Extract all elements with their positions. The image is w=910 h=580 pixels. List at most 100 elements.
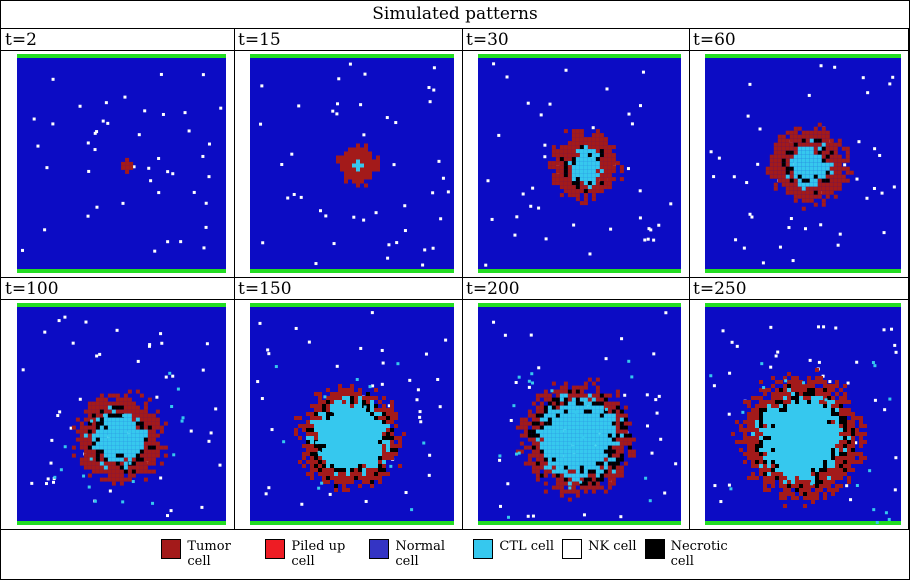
tumor-cell <box>592 177 596 181</box>
tumor-cell <box>354 440 358 444</box>
tumor-cell <box>352 164 356 168</box>
tumor-cell <box>129 166 133 170</box>
tumor-cell <box>818 195 822 199</box>
tumor-cell <box>556 153 560 157</box>
tumor-cell <box>759 452 763 456</box>
tumor-cell <box>811 448 815 452</box>
tumor-cell <box>815 436 819 440</box>
tumor-cell <box>608 482 612 486</box>
tumor-cell <box>779 472 783 476</box>
tumor-cell <box>108 474 112 478</box>
tumor-cell <box>564 418 568 422</box>
tumor-cell <box>576 446 580 450</box>
tumor-cell <box>326 388 330 392</box>
tumor-cell <box>358 468 362 472</box>
tumor-cell <box>572 386 576 390</box>
tumor-cell <box>128 438 132 442</box>
tumor-cell <box>576 490 580 494</box>
tumor-cell <box>72 426 76 430</box>
tumor-cell <box>827 404 831 408</box>
tumor-cell <box>823 424 827 428</box>
tumor-cell <box>751 428 755 432</box>
tumor-cell <box>338 448 342 452</box>
tumor-cell <box>302 428 306 432</box>
ctl-cell <box>103 414 106 417</box>
tumor-cell <box>803 404 807 408</box>
tumor-cell <box>847 452 851 456</box>
tumor-cell <box>342 480 346 484</box>
nk-cell <box>365 500 368 503</box>
tumor-cell <box>831 492 835 496</box>
nk-cell <box>95 206 98 209</box>
tumor-cell <box>370 472 374 476</box>
tumor-cell <box>802 159 806 163</box>
nk-cell <box>381 383 384 386</box>
tumor-cell <box>584 478 588 482</box>
border-strip <box>17 521 226 525</box>
nk-cell <box>45 166 48 169</box>
tumor-cell <box>795 468 799 472</box>
ctl-cell <box>630 375 633 378</box>
tumor-cell <box>628 442 632 446</box>
tumor-cell <box>346 420 350 424</box>
nk-cell <box>58 319 61 322</box>
nk-cell <box>669 202 672 205</box>
tumor-cell <box>568 498 572 502</box>
tumor-cell <box>140 426 144 430</box>
tumor-cell <box>548 430 552 434</box>
panel: t=250 <box>689 278 909 530</box>
tumor-cell <box>600 486 604 490</box>
nk-cell <box>743 247 746 250</box>
tumor-cell <box>822 147 826 151</box>
nk-cell <box>102 120 105 123</box>
nk-cell <box>159 476 162 479</box>
tumor-cell <box>592 478 596 482</box>
tumor-cell <box>795 396 799 400</box>
tumor-cell <box>859 452 863 456</box>
tumor-cell <box>386 412 390 416</box>
tumor-cell <box>314 468 318 472</box>
tumor-cell <box>136 470 140 474</box>
tumor-cell <box>374 388 378 392</box>
tumor-cell <box>124 402 128 406</box>
tumor-cell <box>552 442 556 446</box>
tumor-cell <box>612 169 616 173</box>
tumor-cell <box>336 160 340 164</box>
tumor-cell <box>751 452 755 456</box>
tumor-cell <box>830 191 834 195</box>
tumor-cell <box>344 160 348 164</box>
tumor-cell <box>318 440 322 444</box>
tumor-cell <box>819 440 823 444</box>
tumor-cell <box>140 446 144 450</box>
tumor-cell <box>346 472 350 476</box>
tumor-cell <box>572 442 576 446</box>
tumor-cell <box>560 466 564 470</box>
tumor-cell <box>314 424 318 428</box>
tumor-cell <box>556 450 560 454</box>
tumor-cell <box>368 156 372 160</box>
tumor-cell <box>342 396 346 400</box>
tumor-cell <box>779 416 783 420</box>
tumor-cell <box>536 422 540 426</box>
tumor-cell <box>362 420 366 424</box>
tumor-cell <box>104 418 108 422</box>
tumor-cell <box>334 436 338 440</box>
tumor-cell <box>774 147 778 151</box>
tumor-cell <box>370 404 374 408</box>
tumor-cell <box>322 428 326 432</box>
tumor-cell <box>568 434 572 438</box>
tumor-cell <box>604 394 608 398</box>
tumor-cell <box>346 400 350 404</box>
tumor-cell <box>604 145 608 149</box>
tumor-cell <box>572 470 576 474</box>
tumor-cell <box>616 418 620 422</box>
nk-cell <box>94 148 97 151</box>
tumor-cell <box>368 164 372 168</box>
tumor-cell <box>584 442 588 446</box>
tumor-cell <box>584 161 588 165</box>
nk-cell <box>359 347 362 350</box>
tumor-cell <box>811 412 815 416</box>
tumor-cell <box>536 426 540 430</box>
tumor-cell <box>612 454 616 458</box>
tumor-cell <box>791 464 795 468</box>
